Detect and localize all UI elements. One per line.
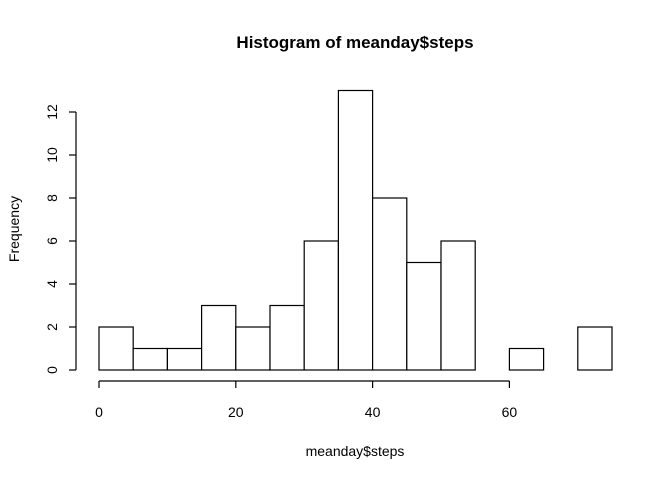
y-axis-label: Frequency — [6, 196, 22, 262]
chart-title: Histogram of meanday$steps — [236, 33, 473, 52]
histogram-bar — [235, 326, 271, 371]
x-tick-label: 40 — [365, 404, 381, 420]
histogram-bar — [303, 240, 340, 371]
histogram-bar — [201, 304, 237, 371]
x-tick-label: 0 — [95, 404, 103, 420]
x-tick-label: 60 — [502, 404, 518, 420]
histogram-bar — [577, 326, 613, 371]
y-tick-label: 2 — [44, 323, 60, 331]
y-tick-label: 0 — [44, 366, 60, 374]
x-tick-label: 20 — [228, 404, 244, 420]
y-tick-label: 6 — [44, 237, 60, 245]
histogram-bar — [508, 347, 545, 371]
x-axis-label: meanday$steps — [306, 443, 405, 459]
histogram-bar — [372, 197, 408, 371]
y-tick-label: 10 — [44, 147, 60, 163]
y-axis: 0 2 4 6 8 10 12 — [44, 104, 77, 374]
histogram-bar — [337, 89, 374, 371]
y-tick-label: 8 — [44, 194, 60, 202]
histogram-bar — [406, 261, 442, 371]
histogram-bar — [166, 347, 203, 371]
x-axis: 0 20 40 60 — [95, 380, 518, 420]
histogram-bar — [440, 240, 476, 371]
y-tick-label: 4 — [44, 280, 60, 288]
histogram-bar — [132, 347, 168, 371]
histogram-bar — [269, 304, 305, 371]
y-tick-label: 12 — [44, 104, 60, 120]
histogram-bars — [98, 89, 613, 371]
histogram-bar — [98, 326, 134, 371]
